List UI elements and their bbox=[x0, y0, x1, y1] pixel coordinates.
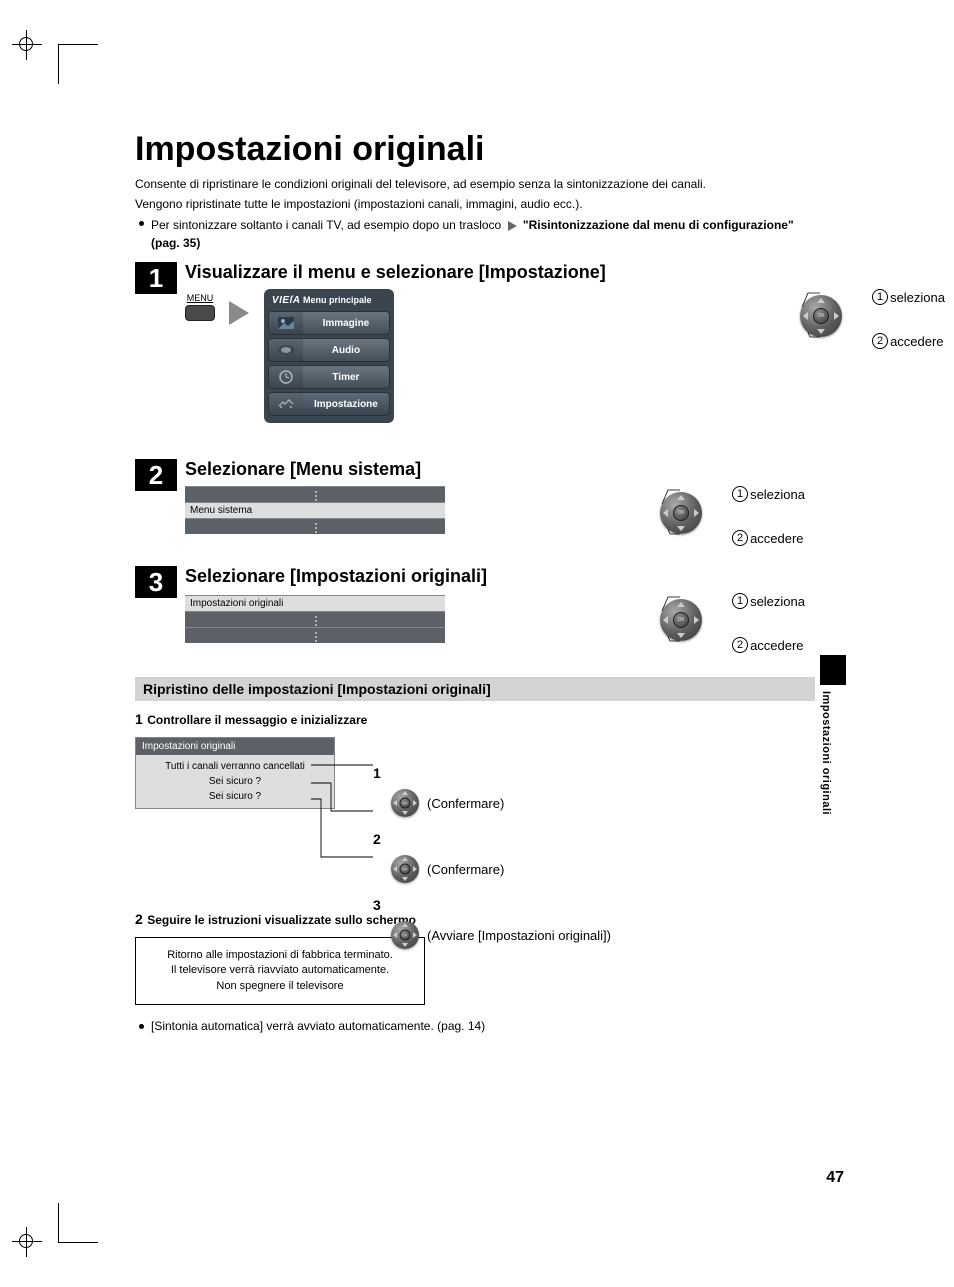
bullet-icon bbox=[139, 1024, 144, 1029]
menu-header-label: Menu principale bbox=[303, 295, 372, 305]
step-title: Selezionare [Menu sistema] bbox=[185, 459, 815, 480]
list-panel: Impostazioni originali bbox=[185, 595, 445, 643]
arrow-right-icon bbox=[229, 301, 249, 325]
navpad-icon[interactable]: OK bbox=[391, 921, 419, 949]
crop-mark bbox=[12, 1227, 42, 1257]
list-item-selected[interactable]: Menu sistema bbox=[185, 502, 445, 518]
intro-line: Consente di ripristinare le condizioni o… bbox=[135, 175, 815, 193]
footnote: [Sintonia automatica] verrà avviato auto… bbox=[151, 1019, 485, 1033]
navpad-icon[interactable]: OK bbox=[391, 789, 419, 817]
nav-enter-label: accedere bbox=[890, 334, 943, 349]
section-heading: Ripristino delle impostazioni [Impostazi… bbox=[135, 677, 815, 701]
confirm-num: 2 bbox=[373, 831, 391, 847]
start-label: (Avviare [Impostazioni originali]) bbox=[427, 928, 611, 943]
step-title: Selezionare [Impostazioni originali] bbox=[185, 566, 815, 587]
dialog-line: Sei sicuro ? bbox=[136, 774, 334, 789]
list-item-selected[interactable]: Impostazioni originali bbox=[185, 595, 445, 611]
menu-item-immagine[interactable]: Immagine bbox=[268, 311, 390, 335]
side-tab: Impostazioni originali bbox=[820, 655, 846, 815]
step-title: Visualizzare il menu e selezionare [Impo… bbox=[185, 262, 815, 283]
confirm-num: 1 bbox=[373, 765, 391, 781]
nav-select-label: seleziona bbox=[890, 290, 945, 305]
step-number: 1 bbox=[135, 262, 177, 294]
confirm-dialog: Impostazioni originali Tutti i canali ve… bbox=[135, 737, 335, 809]
step-circle-1: 1 bbox=[872, 289, 888, 305]
page-title: Impostazioni originali bbox=[135, 130, 815, 169]
confirm-label: (Confermare) bbox=[427, 862, 504, 877]
navpad-icon[interactable]: OK bbox=[800, 295, 842, 337]
crop-mark bbox=[12, 30, 42, 60]
reg-line bbox=[58, 1203, 98, 1243]
reg-line bbox=[58, 44, 98, 84]
substep-number: 1 bbox=[135, 711, 143, 727]
msg-line: Non spegnere il televisore bbox=[142, 979, 418, 994]
menu-button[interactable]: MENU bbox=[185, 293, 215, 321]
dialog-title: Impostazioni originali bbox=[136, 738, 334, 755]
brand-logo: VIEſA bbox=[272, 295, 301, 306]
substep-number: 2 bbox=[135, 911, 143, 927]
step-number: 3 bbox=[135, 566, 177, 598]
menu-item-impostazione[interactable]: Impostazione bbox=[268, 392, 390, 416]
menu-item-timer[interactable]: Timer bbox=[268, 365, 390, 389]
step-circle-2: 2 bbox=[872, 333, 888, 349]
intro-bullet: Per sintonizzare soltanto i canali TV, a… bbox=[151, 216, 815, 252]
confirm-label: (Confermare) bbox=[427, 796, 504, 811]
menu-item-audio[interactable]: Audio bbox=[268, 338, 390, 362]
substep-title: Controllare il messaggio e inizializzare bbox=[147, 713, 367, 727]
list-panel: Menu sistema bbox=[185, 486, 445, 534]
navpad-icon[interactable]: OK bbox=[660, 599, 702, 641]
confirm-num: 3 bbox=[373, 897, 391, 913]
bullet-icon bbox=[139, 221, 144, 226]
navpad-icon[interactable]: OK bbox=[391, 855, 419, 883]
dialog-line: Tutti i canali verranno cancellati bbox=[136, 759, 334, 774]
intro-block: Consente di ripristinare le condizioni o… bbox=[135, 175, 815, 252]
dialog-line: Sei sicuro ? bbox=[136, 789, 334, 804]
step-number: 2 bbox=[135, 459, 177, 491]
main-menu-panel: VIEſA Menu principale Immagine Audio Tim… bbox=[264, 289, 394, 423]
arrow-right-icon bbox=[508, 221, 517, 231]
page-number: 47 bbox=[826, 1169, 844, 1187]
msg-line: Il televisore verrà riavviato automatica… bbox=[142, 963, 418, 978]
navpad-icon[interactable]: OK bbox=[660, 492, 702, 534]
intro-line: Vengono ripristinate tutte le impostazio… bbox=[135, 195, 815, 213]
